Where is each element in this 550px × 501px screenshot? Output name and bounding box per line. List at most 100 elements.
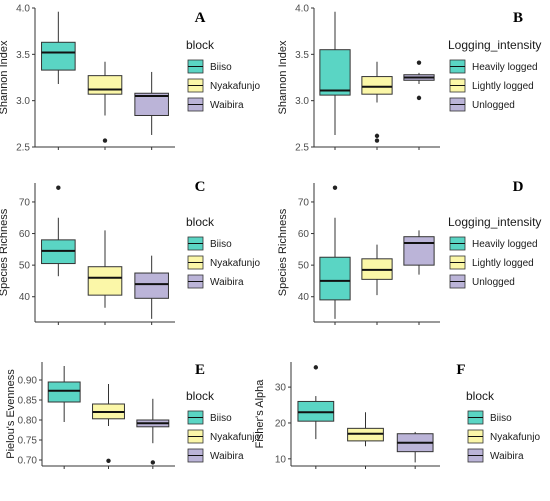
legend-label: Heavily logged <box>472 239 538 250</box>
outlier-point <box>416 60 422 65</box>
legend-item: Biiso <box>187 410 232 425</box>
legend: block Biiso Nyakafunjo Waibira <box>186 38 260 112</box>
box-iqr <box>134 272 169 299</box>
legend-label: Waibira <box>210 451 244 462</box>
y-tick-label: 70 <box>19 197 31 208</box>
box-nyakafunjo <box>92 384 125 463</box>
y-tick-label: 70 <box>298 197 310 208</box>
panel-b: 2.5 3.0 3.5 4.0 Shannon Index B Logging_intens… <box>277 4 541 154</box>
panel-letter: A <box>195 10 206 26</box>
legend-label: Biiso <box>210 62 232 73</box>
legend-item: Heavily logged <box>449 59 538 74</box>
legend-item: Nyakafunjo <box>467 429 540 444</box>
box-waibira <box>396 431 434 463</box>
box-iqr <box>41 41 76 71</box>
y-tick-label: 3.0 <box>16 96 30 107</box>
legend-item: Waibira <box>187 97 244 112</box>
legend: block Biiso Nyakafunjo Waibira <box>186 215 260 289</box>
legend-label: Nyakafunjo <box>210 432 260 443</box>
legend-item: Biiso <box>467 410 512 425</box>
y-tick-label: 60 <box>298 229 310 240</box>
panel-letter: F <box>456 362 465 378</box>
legend-label: Waibira <box>210 100 244 111</box>
y-axis-label: Species Richness <box>0 208 10 296</box>
y-tick-label: 40 <box>298 292 310 303</box>
y-tick-label: 0.70 <box>18 456 38 467</box>
legend-item: Unlogged <box>449 274 515 289</box>
box-heavily-logged <box>319 185 351 319</box>
panel-letter: C <box>195 179 206 195</box>
legend-item: Nyakafunjo <box>187 429 260 444</box>
y-tick-label: 60 <box>19 229 31 240</box>
y-tick-label: 0.90 <box>18 376 38 387</box>
box-nyakafunjo <box>87 61 123 143</box>
legend: block Biiso Nyakafunjo Waibira <box>466 389 540 463</box>
legend-label: Biiso <box>210 239 232 250</box>
box-iqr <box>87 75 123 95</box>
box-biiso <box>41 185 76 277</box>
box-iqr <box>403 236 435 266</box>
outlier-point <box>102 138 108 143</box>
legend-item: Waibira <box>467 448 524 463</box>
y-tick-label: 50 <box>298 261 310 272</box>
panel-letter: D <box>513 179 524 195</box>
box-iqr <box>134 92 169 116</box>
outlier-point <box>56 185 61 190</box>
legend-item: Lightly logged <box>449 78 534 93</box>
box-waibira <box>134 71 169 135</box>
box-iqr <box>319 49 351 96</box>
legend-item: Nyakafunjo <box>187 255 260 270</box>
outlier-point <box>150 460 156 465</box>
legend-label: Unlogged <box>472 277 515 288</box>
legend-item: Nyakafunjo <box>187 78 260 93</box>
legend-label: Waibira <box>210 277 244 288</box>
panel-letter: E <box>195 362 205 378</box>
outlier-point <box>106 458 111 463</box>
box-nyakafunjo <box>87 230 123 308</box>
box-waibira <box>134 255 169 319</box>
legend-title: block <box>186 215 215 229</box>
legend-title: Logging_intensity <box>448 38 541 52</box>
box-iqr <box>47 381 81 403</box>
y-axis-label: Species Richness <box>277 208 289 296</box>
y-tick-label: 3.5 <box>295 50 309 61</box>
legend-title: Logging_intensity <box>448 215 541 229</box>
legend-title: block <box>186 38 215 52</box>
outlier-point <box>374 133 380 139</box>
box-nyakafunjo <box>347 412 384 447</box>
legend-item: Unlogged <box>449 97 515 112</box>
legend: Logging_intensity Heavily logged Lightly l… <box>448 38 541 112</box>
box-lightly-logged <box>361 244 393 296</box>
box-heavily-logged <box>319 11 351 135</box>
legend-label: Unlogged <box>472 100 515 111</box>
legend-item: Biiso <box>187 59 232 74</box>
outlier-point <box>313 365 319 370</box>
box-unlogged <box>403 230 435 275</box>
outlier-point <box>416 95 422 101</box>
y-axis-label: Fisher's Alpha <box>254 379 266 449</box>
legend: block Biiso Nyakafunjo Waibira <box>186 389 260 463</box>
outlier-point <box>374 138 380 143</box>
y-tick-label: 0.85 <box>18 396 38 407</box>
legend-label: Heavily logged <box>472 62 538 73</box>
box-biiso <box>47 366 81 422</box>
y-axis-label: Shannon Index <box>0 40 10 115</box>
box-waibira <box>136 398 170 465</box>
box-biiso <box>297 365 335 440</box>
legend-item: Lightly logged <box>449 255 534 270</box>
box-biiso <box>41 11 76 84</box>
y-tick-label: 4.0 <box>295 4 309 15</box>
legend: Logging_intensity Heavily logged Lightly l… <box>448 215 541 289</box>
legend-label: Nyakafunjo <box>490 432 540 443</box>
y-tick-label: 3.0 <box>295 96 309 107</box>
panel-d: 40 50 60 70 Species Richness D Logging_intensi… <box>277 179 541 325</box>
box-iqr <box>319 256 351 301</box>
box-iqr <box>361 76 393 95</box>
y-tick-label: 20 <box>275 418 287 429</box>
legend-label: Biiso <box>490 413 512 424</box>
legend-item: Biiso <box>187 236 232 251</box>
